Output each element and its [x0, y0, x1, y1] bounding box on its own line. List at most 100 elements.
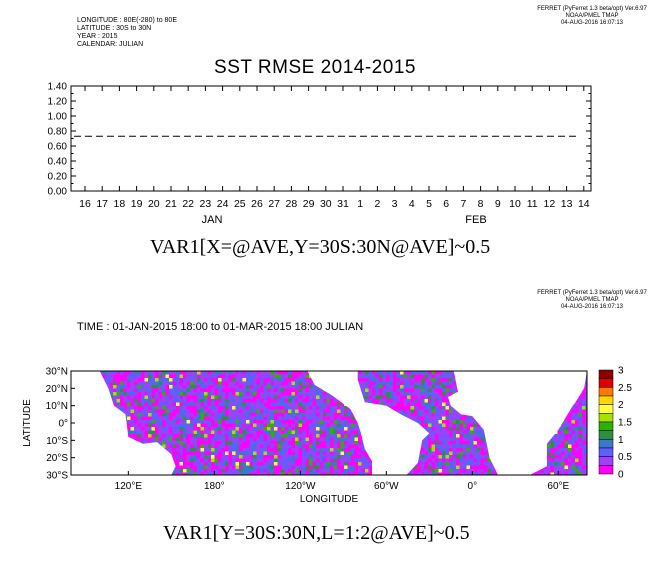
- heat-cell: [389, 406, 393, 410]
- heat-cell: [421, 409, 425, 413]
- heat-cell: [141, 423, 145, 427]
- heat-cell: [239, 371, 243, 375]
- heat-cell: [477, 427, 481, 431]
- heat-cell: [487, 455, 491, 459]
- heat-cell: [470, 448, 474, 452]
- heat-cell: [375, 374, 379, 378]
- heat-cell: [428, 416, 432, 420]
- heat-cell: [242, 395, 246, 399]
- heat-cell: [361, 458, 365, 462]
- heat-cell: [155, 420, 159, 424]
- heat-cell: [547, 472, 551, 475]
- heat-cell: [417, 402, 421, 406]
- heat-cell: [249, 465, 253, 469]
- heat-cell: [176, 458, 180, 462]
- heat-cell: [176, 441, 180, 445]
- heat-cell: [130, 392, 134, 396]
- heat-cell: [169, 406, 173, 410]
- heat-cell: [281, 430, 285, 434]
- heat-cell: [473, 451, 477, 455]
- heat-cell: [116, 399, 120, 403]
- heat-cell: [172, 409, 176, 413]
- x-axis-label: LONGITUDE: [300, 494, 359, 505]
- heat-cell: [435, 427, 439, 431]
- heat-cell: [585, 374, 587, 378]
- heat-cell: [435, 416, 439, 420]
- heat-cell: [323, 423, 327, 427]
- heat-cell: [225, 448, 229, 452]
- heat-cell: [232, 406, 236, 410]
- heat-cell: [239, 441, 243, 445]
- heat-cell: [228, 441, 232, 445]
- heat-cell: [274, 416, 278, 420]
- heat-cell: [561, 472, 565, 475]
- heat-cell: [316, 441, 320, 445]
- heat-cell: [372, 374, 376, 378]
- heat-cell: [347, 416, 351, 420]
- heat-cell: [148, 388, 152, 392]
- heat-cell: [330, 441, 334, 445]
- heat-cell: [211, 462, 215, 466]
- heat-cell: [309, 441, 313, 445]
- heat-cell: [309, 462, 313, 466]
- heat-cell: [400, 392, 404, 396]
- heat-cell: [323, 437, 327, 441]
- heat-cell: [172, 472, 176, 475]
- heat-cell: [253, 423, 257, 427]
- heat-cell: [428, 402, 432, 406]
- heat-cell: [442, 402, 446, 406]
- heat-cell: [207, 371, 211, 375]
- heat-cell: [186, 427, 190, 431]
- heat-cell: [459, 451, 463, 455]
- heat-cell: [284, 448, 288, 452]
- heat-cell: [365, 465, 369, 469]
- heat-cell: [316, 402, 320, 406]
- heat-cell: [316, 388, 320, 392]
- heat-cell: [547, 458, 551, 462]
- heat-cell: [281, 427, 285, 431]
- heat-cell: [435, 465, 439, 469]
- heat-cell: [253, 434, 257, 438]
- heat-cell: [561, 437, 565, 441]
- heat-cell: [281, 416, 285, 420]
- heat-cell: [382, 385, 386, 389]
- heat-cell: [158, 437, 162, 441]
- heat-cell: [253, 388, 257, 392]
- heat-cell: [309, 416, 313, 420]
- heat-cell: [347, 437, 351, 441]
- heat-cell: [260, 392, 264, 396]
- heat-cell: [477, 458, 481, 462]
- heat-cell: [571, 406, 575, 410]
- heat-cell: [298, 385, 302, 389]
- heat-cell: [445, 441, 449, 445]
- heat-cell: [347, 434, 351, 438]
- heat-cell: [400, 374, 404, 378]
- heat-cell: [302, 399, 306, 403]
- heat-cell: [253, 458, 257, 462]
- heat-cell: [211, 437, 215, 441]
- heat-cell: [424, 455, 428, 459]
- heat-cell: [438, 427, 442, 431]
- heat-cell: [200, 434, 204, 438]
- heat-cell: [228, 437, 232, 441]
- heat-cell: [218, 462, 222, 466]
- heat-cell: [162, 409, 166, 413]
- heat-cell: [123, 378, 127, 382]
- heat-cell: [452, 455, 456, 459]
- heat-cell: [438, 399, 442, 403]
- heat-cell: [130, 381, 134, 385]
- heat-cell: [281, 441, 285, 445]
- heat-cell: [578, 406, 582, 410]
- heat-cell: [389, 374, 393, 378]
- heat-cell: [291, 420, 295, 424]
- colorbar-segment: [598, 456, 614, 466]
- heat-cell: [193, 455, 197, 459]
- heat-cell: [361, 444, 365, 448]
- heat-cell: [200, 455, 204, 459]
- heat-cell: [438, 423, 442, 427]
- heat-cell: [557, 465, 561, 469]
- heat-cell: [288, 371, 292, 375]
- heat-cell: [284, 371, 288, 375]
- heat-cell: [291, 381, 295, 385]
- heat-cell: [281, 371, 285, 375]
